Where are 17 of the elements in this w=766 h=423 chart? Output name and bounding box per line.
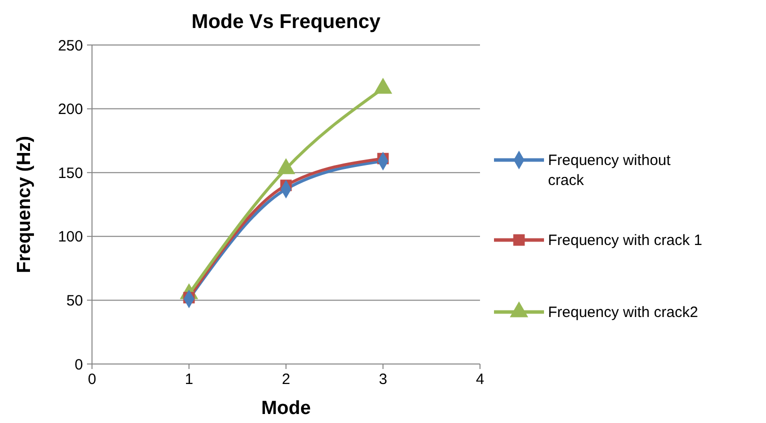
x-tick-label: 4: [476, 371, 484, 388]
y-tick-label: 100: [58, 228, 83, 246]
y-tick-label: 0: [74, 356, 83, 374]
y-tick-label: 200: [58, 101, 83, 118]
x-tick-label: 0: [88, 371, 96, 388]
y-tick-label: 150: [58, 164, 83, 182]
x-tick-label: 1: [184, 371, 194, 388]
x-axis-title: Mode: [261, 398, 311, 419]
legend-label: Frequency with crack 1: [548, 232, 702, 249]
chart-title: Mode Vs Frequency: [192, 11, 382, 33]
y-tick-label: 50: [66, 292, 83, 310]
legend-label: Frequency without crack: [548, 152, 672, 189]
x-tick-label: 2: [282, 371, 290, 388]
legend-label: Frequency with crack2: [548, 304, 698, 321]
x-tick-label: 3: [378, 371, 388, 388]
y-axis-title: Frequency (Hz): [14, 136, 35, 274]
y-tick-label: 250: [58, 37, 83, 54]
